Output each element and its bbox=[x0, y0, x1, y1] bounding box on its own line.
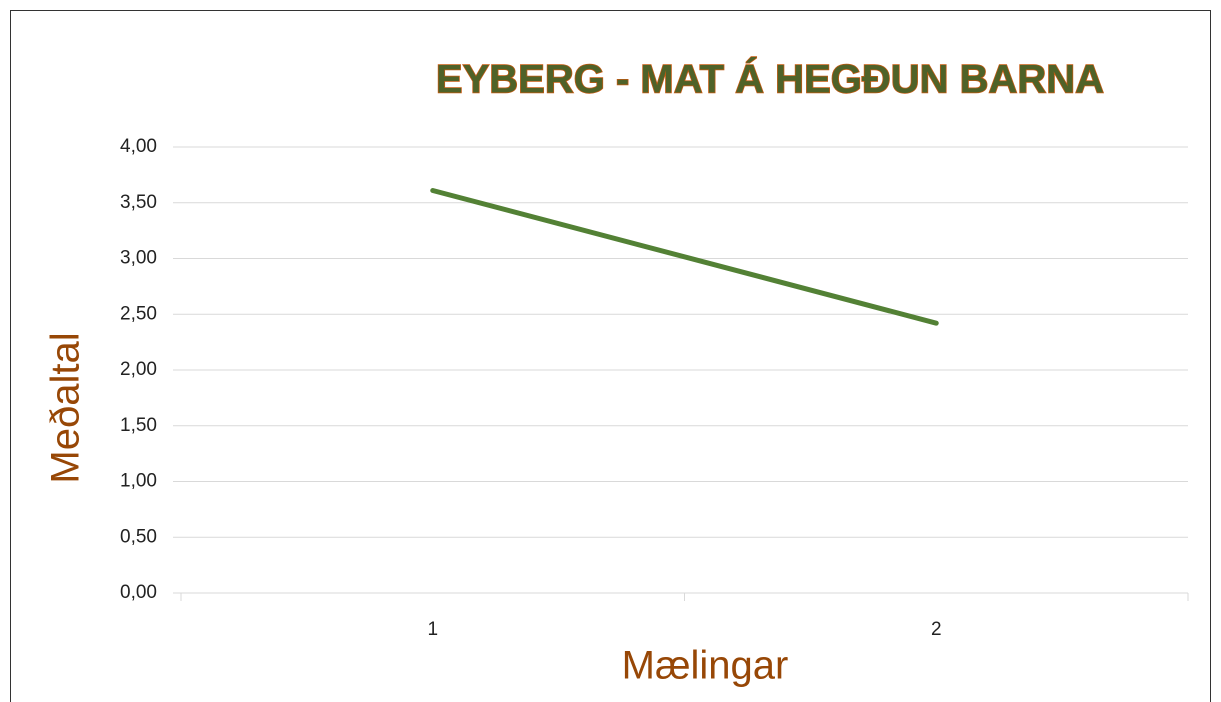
y-tick-label: 0,00 bbox=[120, 582, 157, 603]
x-tick-label: 1 bbox=[427, 619, 438, 640]
y-axis-label: Meðaltal bbox=[44, 332, 88, 483]
y-tick-label: 1,00 bbox=[120, 471, 157, 492]
chart-title: EYBERG - MAT Á HEGÐUN BARNA bbox=[436, 57, 1104, 102]
y-tick-label: 2,00 bbox=[120, 359, 157, 380]
y-tick-label: 3,00 bbox=[120, 248, 157, 269]
data-line bbox=[430, 187, 939, 326]
y-tick-label: 2,50 bbox=[120, 303, 157, 324]
y-tick-label: 1,50 bbox=[120, 415, 157, 436]
y-tick-label: 0,50 bbox=[120, 526, 157, 547]
y-tick-label: 4,00 bbox=[120, 136, 157, 157]
y-tick-label: 3,50 bbox=[120, 192, 157, 213]
x-tick-label: 2 bbox=[931, 619, 942, 640]
x-axis-label: Mælingar bbox=[622, 644, 789, 688]
chart-border bbox=[10, 10, 1211, 702]
